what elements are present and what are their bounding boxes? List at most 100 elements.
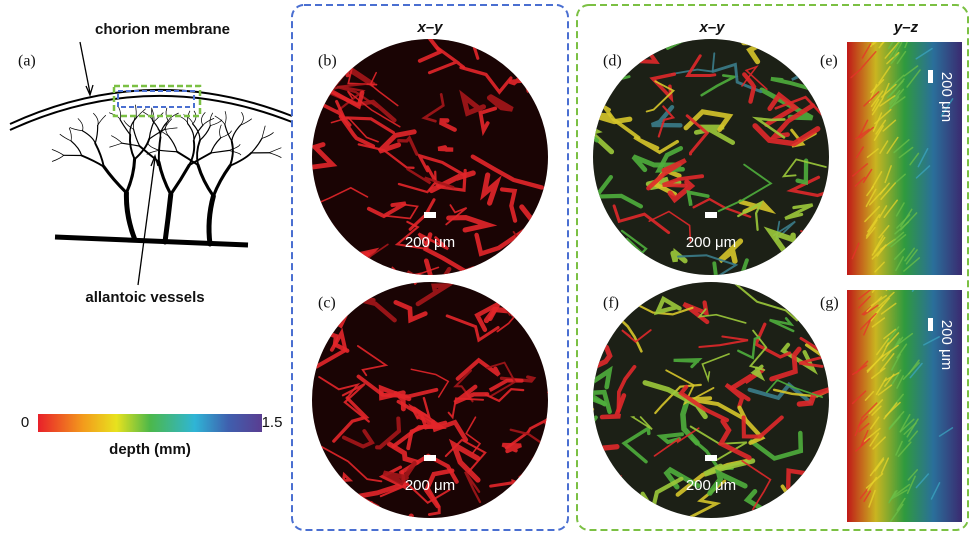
vessel (585, 417, 596, 449)
vessel (270, 28, 310, 66)
branch (229, 144, 240, 150)
scale-bar (928, 318, 933, 331)
vessel (559, 407, 593, 425)
column-header: y–z (893, 19, 919, 36)
vessel (338, 514, 367, 535)
branch (69, 128, 71, 141)
branch (148, 144, 159, 151)
vessel (507, 291, 529, 310)
vessel (522, 237, 579, 255)
scale-bar (424, 455, 436, 461)
membrane-label: chorion membrane (95, 21, 230, 38)
vessel (315, 256, 359, 279)
branch (111, 136, 122, 143)
vessel (630, 15, 683, 48)
blue-region (118, 91, 194, 107)
branch (165, 194, 171, 242)
vessel (513, 294, 559, 315)
branch (251, 138, 262, 152)
branch (171, 165, 189, 194)
vessel (313, 266, 370, 285)
vessel (551, 48, 607, 68)
branch (126, 193, 135, 240)
branch (93, 113, 98, 125)
branch (240, 112, 243, 125)
panel-label: (e) (820, 53, 838, 70)
branch (104, 167, 127, 193)
branch (197, 140, 200, 165)
branch (133, 116, 135, 129)
vessel (521, 511, 568, 535)
vessel (605, 471, 618, 485)
branch (159, 137, 161, 162)
branch (159, 162, 171, 194)
scale-bar (705, 212, 717, 218)
branch (149, 129, 164, 139)
branch (177, 152, 198, 165)
branch (71, 141, 82, 155)
vessel (318, 476, 333, 495)
branch (169, 136, 178, 152)
figure: (a) chorion membrane allantoic vessels 0… (0, 0, 976, 535)
branch (78, 119, 83, 131)
vessel (582, 493, 620, 525)
vessel (541, 259, 563, 278)
branch (203, 118, 214, 125)
vessel (326, 494, 349, 529)
scale-label: 200 μm (938, 72, 955, 122)
panel-label: (d) (603, 53, 622, 70)
column-header: x–y (416, 19, 443, 36)
panel-label: (b) (318, 53, 337, 70)
vessel (593, 466, 609, 479)
vessel (544, 49, 570, 74)
branch (52, 150, 64, 156)
vessel (611, 35, 635, 49)
scale-bar (424, 212, 436, 218)
panel-label: (f) (603, 295, 619, 312)
scale-label: 200 μm (405, 477, 455, 494)
column-header: x–y (698, 19, 725, 36)
vessel (783, 486, 815, 519)
arrow (80, 42, 90, 93)
streak (913, 274, 927, 291)
streak (889, 282, 902, 290)
branch (198, 165, 213, 196)
vessel (582, 306, 605, 320)
vessel (438, 147, 453, 149)
vessel (799, 243, 828, 256)
vessel (570, 230, 600, 246)
scale-label: 200 μm (405, 234, 455, 251)
vessel (498, 295, 558, 314)
branch (82, 131, 95, 144)
branch (230, 141, 233, 166)
scale-bar (928, 70, 933, 83)
vessel (564, 282, 609, 306)
branch (134, 129, 140, 146)
branch (110, 143, 122, 147)
vessel (625, 265, 649, 295)
vessel (582, 130, 597, 141)
branch (98, 115, 106, 125)
branch (126, 159, 134, 193)
vessel (335, 254, 368, 285)
branch (240, 119, 251, 125)
branch (164, 128, 177, 130)
vessel (312, 515, 367, 530)
vessel (795, 7, 822, 45)
scale-label: 200 μm (686, 477, 736, 494)
branch (220, 125, 222, 138)
vessels-label: allantoic vessels (85, 289, 204, 306)
scale-label: 200 μm (686, 234, 736, 251)
branch (159, 150, 177, 151)
vessel (542, 222, 576, 243)
vessel (329, 27, 346, 48)
branch (211, 151, 229, 153)
vessel (613, 260, 637, 273)
vessel (495, 500, 539, 522)
vessel (302, 213, 329, 233)
scale-bar (705, 455, 717, 461)
colorbar-min: 0 (21, 414, 29, 431)
vessel (511, 485, 544, 528)
branch (200, 126, 210, 141)
streak (886, 276, 895, 290)
